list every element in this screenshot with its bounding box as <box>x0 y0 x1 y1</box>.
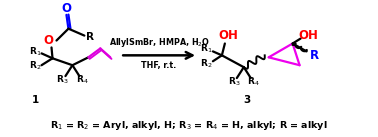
Text: R$_4$: R$_4$ <box>248 76 260 88</box>
Text: R$_2$: R$_2$ <box>200 58 212 70</box>
Text: OH: OH <box>299 29 319 42</box>
Text: R: R <box>86 32 94 42</box>
Text: R$_3$: R$_3$ <box>56 74 69 86</box>
Text: O: O <box>62 2 71 15</box>
Text: THF, r.t.: THF, r.t. <box>141 61 177 70</box>
Text: R$_1$: R$_1$ <box>200 42 212 55</box>
Text: R$_3$: R$_3$ <box>228 76 240 88</box>
Text: O: O <box>43 34 54 47</box>
Text: OH: OH <box>218 29 238 42</box>
Text: R$_1$: R$_1$ <box>29 45 42 58</box>
Text: R$_4$: R$_4$ <box>76 74 89 86</box>
Text: R$_1$ = R$_2$ = Aryl, alkyl, H; R$_3$ = R$_4$ = H, alkyl; R = alkyl: R$_1$ = R$_2$ = Aryl, alkyl, H; R$_3$ = … <box>50 119 328 132</box>
Text: 1: 1 <box>32 95 39 105</box>
Text: R$_2$: R$_2$ <box>29 60 42 72</box>
Text: R: R <box>310 49 319 62</box>
Text: 3: 3 <box>243 95 250 105</box>
Text: AllylSmBr, HMPA, H$_2$O: AllylSmBr, HMPA, H$_2$O <box>108 36 210 49</box>
